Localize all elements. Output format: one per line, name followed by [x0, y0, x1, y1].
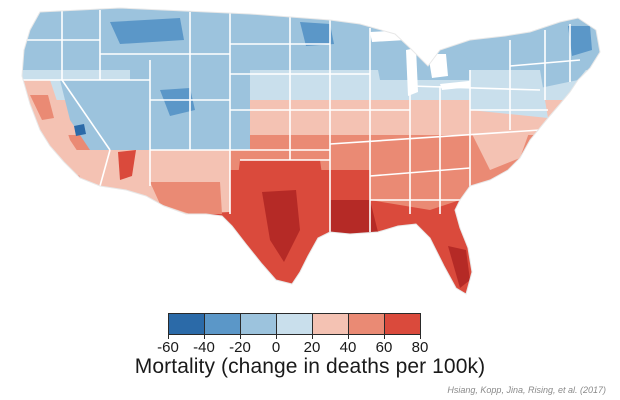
border-line	[409, 85, 541, 91]
legend-tick-mark	[240, 335, 241, 339]
legend-tick-mark	[276, 335, 277, 339]
region-lake-michigan	[406, 48, 418, 96]
border-line	[369, 167, 471, 177]
state-borders	[22, 10, 581, 232]
legend-tick-mark	[348, 335, 349, 339]
legend-swatch	[240, 313, 277, 335]
legend-tick-mark	[168, 335, 169, 339]
legend-title: Mortality (change in deaths per 100k)	[134, 355, 486, 378]
border-line	[509, 59, 581, 67]
legend-swatch	[204, 313, 241, 335]
region-nevada-hotspot	[74, 124, 86, 136]
legend-swatch	[312, 313, 349, 335]
us-mortality-map	[21, 7, 601, 295]
legend-swatch	[348, 313, 385, 335]
border-line	[329, 129, 541, 145]
region-central-valley	[30, 95, 54, 120]
legend-swatch	[168, 313, 205, 335]
legend-tick-mark	[204, 335, 205, 339]
legend-tick-label: 40	[339, 339, 357, 356]
region-northeast-mid	[470, 70, 548, 118]
legend-tick-label: 80	[411, 339, 429, 356]
region-rockies-dark	[160, 88, 195, 116]
region-arizona-hot	[118, 150, 136, 180]
legend-swatch	[276, 313, 313, 335]
region-maine-dark	[568, 26, 592, 56]
legend-tick-mark	[312, 335, 313, 339]
region-louisiana	[330, 200, 378, 234]
legend-tick-label: -60	[157, 339, 179, 356]
border-line	[99, 149, 111, 187]
border-line	[61, 79, 111, 151]
region-minnesota-dark	[300, 22, 334, 46]
region-nm-south	[150, 182, 222, 214]
legend-tick-label: 60	[375, 339, 393, 356]
citation: Hsiang, Kopp, Jina, Rising, et al. (2017…	[447, 385, 606, 395]
region-montana-blue	[110, 18, 184, 44]
region-texas-dark	[262, 190, 300, 262]
legend-tick-label: 0	[271, 339, 281, 356]
region-florida-south	[448, 246, 470, 288]
legend-tick-label: -20	[229, 339, 251, 356]
region-carolinas-pale	[470, 130, 530, 170]
region-southeast-mid	[370, 140, 508, 210]
legend-tick-label: 20	[303, 339, 321, 356]
legend-swatch	[384, 313, 421, 335]
legend-tick-label: -40	[193, 339, 215, 356]
color-legend: -60 -40 -20 0 20 40 60 80 Mortality (change in …	[0, 305, 620, 400]
us-map-svg	[21, 7, 601, 295]
legend-tick-mark	[420, 335, 421, 339]
legend-tick-mark	[384, 335, 385, 339]
